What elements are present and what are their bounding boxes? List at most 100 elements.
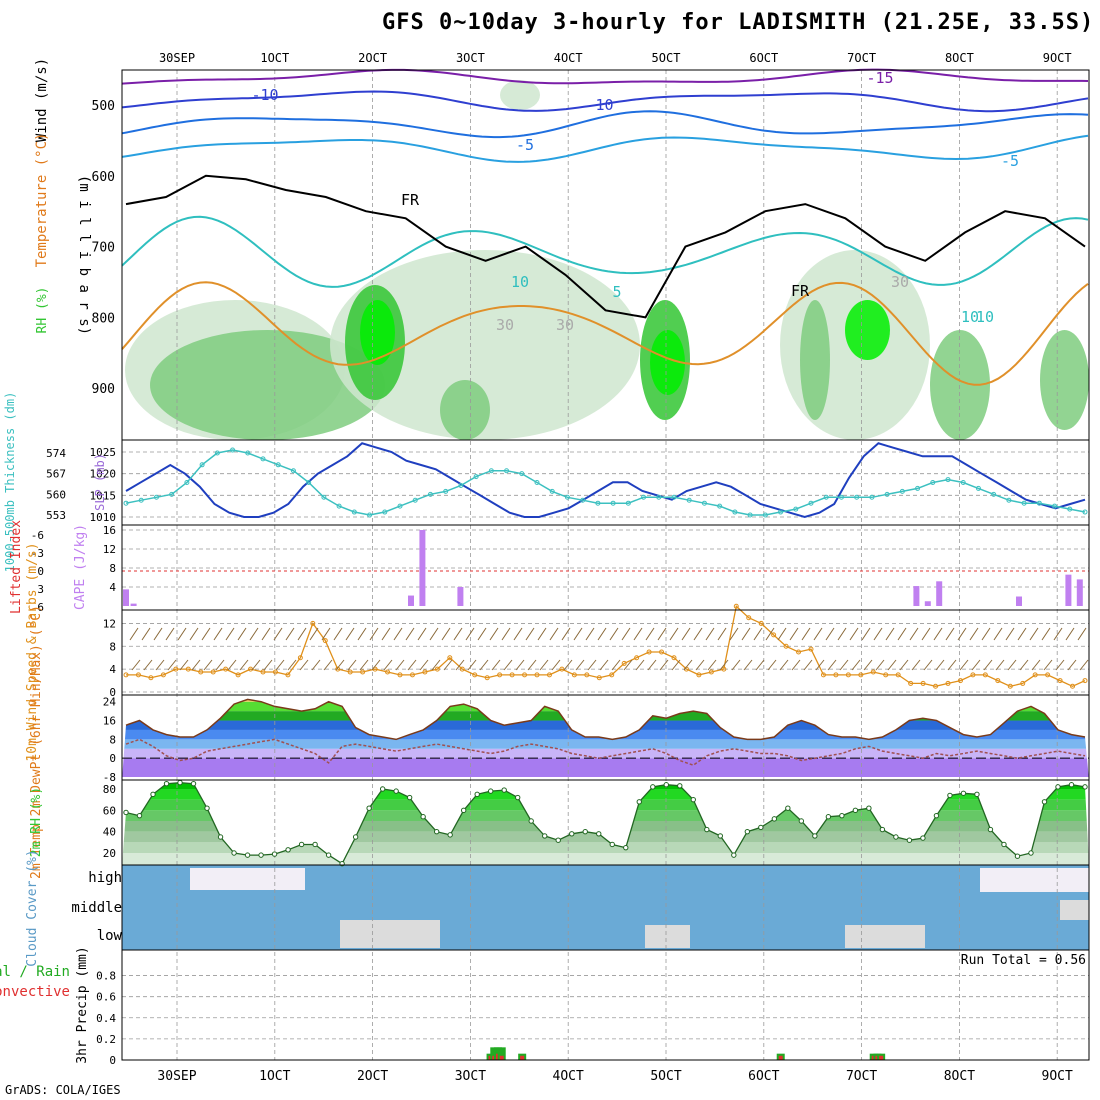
thickness-point xyxy=(656,494,662,500)
high-cloud-block xyxy=(240,868,255,890)
temperature-contour xyxy=(121,281,1089,386)
rh-point xyxy=(528,818,534,824)
wind-speed-point xyxy=(870,669,876,675)
wind-barb xyxy=(765,627,775,641)
rh-point xyxy=(1082,784,1088,790)
wind-barb xyxy=(501,627,511,641)
wind-speed-point xyxy=(260,669,266,675)
convective-bar xyxy=(879,1055,884,1060)
low-cloud-block xyxy=(845,925,925,948)
precip-tick-label: 0.2 xyxy=(96,1033,116,1046)
wind-speed-point xyxy=(1082,678,1088,684)
wind-barb xyxy=(369,627,379,641)
thickness-point xyxy=(823,494,829,500)
wind-barb xyxy=(573,627,583,641)
cape-bar xyxy=(457,587,464,606)
cloud-level-label: high xyxy=(88,870,122,886)
wind-barb xyxy=(311,659,321,671)
wind-barb xyxy=(741,627,751,641)
time-label-top: 3OCT xyxy=(456,51,485,65)
thickness-point xyxy=(123,500,129,506)
temperature-band xyxy=(122,711,1089,721)
rh-point xyxy=(366,805,372,811)
contour-label: 10 xyxy=(961,308,979,326)
wind-barb xyxy=(587,659,597,671)
thickness-point xyxy=(930,480,936,486)
rh-point xyxy=(650,784,656,790)
chart-title: GFS 0~10day 3-hourly for LADISMITH (21.2… xyxy=(382,10,1095,35)
precip-tick-label: 0.8 xyxy=(96,970,116,983)
pressure-tick-label: 700 xyxy=(92,241,115,256)
wind-barb xyxy=(657,627,667,641)
wind-barb xyxy=(611,659,621,671)
rh-band xyxy=(122,853,1089,865)
time-label-top: 4OCT xyxy=(554,51,583,65)
thickness-point xyxy=(580,497,586,503)
wind-speed-point xyxy=(783,643,789,649)
wind-barb xyxy=(585,627,595,641)
wind-speed-point xyxy=(1032,672,1038,678)
rh-point xyxy=(596,831,602,837)
thickness-point xyxy=(199,462,205,468)
thickness-point xyxy=(899,488,905,494)
rh-axis-label: RH (%) xyxy=(35,287,50,334)
time-label-top: 7OCT xyxy=(847,51,876,65)
rh-point xyxy=(258,852,264,858)
time-label-top: 2OCT xyxy=(358,51,387,65)
rh-point xyxy=(231,850,237,856)
rh-point xyxy=(150,791,156,798)
wind-barb xyxy=(525,627,535,641)
rh-point xyxy=(987,826,994,833)
wind-speed-point xyxy=(322,638,328,644)
slp-tick-label: 1020 xyxy=(90,468,117,481)
time-label-bottom: 1OCT xyxy=(259,1069,290,1084)
wind-barb xyxy=(825,627,835,641)
wind-barb xyxy=(911,659,921,671)
thickness-point xyxy=(1052,503,1058,509)
precip-tick-label: 0.6 xyxy=(96,991,116,1004)
rh-2m-axis-label: 2m RH (%) xyxy=(29,787,44,857)
time-label-top: 5OCT xyxy=(652,51,681,65)
thickness-point xyxy=(534,480,540,486)
wind-barb xyxy=(1041,627,1051,641)
wind-speed-point xyxy=(646,649,652,655)
rh-point xyxy=(1068,782,1075,788)
rh-point xyxy=(136,812,143,819)
thickness-point xyxy=(504,468,510,474)
slp-tick-label: 1025 xyxy=(90,446,117,459)
wind-barb xyxy=(287,659,297,671)
wind-barb xyxy=(273,627,283,641)
wind-speed-point xyxy=(833,672,839,678)
time-label-bottom: 4OCT xyxy=(553,1069,584,1084)
wind-barb xyxy=(285,627,295,641)
time-label-top: 8OCT xyxy=(945,51,974,65)
wind-speed-point xyxy=(297,655,303,661)
wind-barb xyxy=(179,659,189,671)
rh-shade xyxy=(845,300,890,360)
wind-speed-point xyxy=(970,672,976,678)
temp-axis-label: 2m Temp 2m DewPt (6hr Min/Max) (°C) xyxy=(29,605,44,879)
wind-barb xyxy=(1007,659,1017,671)
thickness-tick-label: 574 xyxy=(46,447,66,460)
wind-speed-point xyxy=(422,669,428,675)
lifted-index-tick-label: 0 xyxy=(37,565,44,578)
temperature-band xyxy=(122,699,1089,702)
wind-speed-point xyxy=(223,666,229,672)
thickness-point xyxy=(717,503,723,509)
rh-point xyxy=(406,794,413,801)
panel-frame xyxy=(121,524,1090,611)
rh-band xyxy=(122,789,1089,800)
contour-label: 30 xyxy=(556,316,574,334)
thickness-point xyxy=(884,491,890,497)
cloud-axis-label: Cloud Cover (%) xyxy=(25,849,40,966)
wind-speed-point xyxy=(584,672,590,678)
rh-point xyxy=(785,805,791,811)
wind-speed-point xyxy=(696,672,702,678)
thickness-point xyxy=(488,468,494,474)
wind-speed-point xyxy=(733,603,739,609)
cape-bar xyxy=(913,586,920,606)
wind-barb xyxy=(537,627,547,641)
wind-barb xyxy=(647,659,657,671)
contour-label: 10 xyxy=(511,273,529,291)
wind-speed-point xyxy=(908,680,914,686)
